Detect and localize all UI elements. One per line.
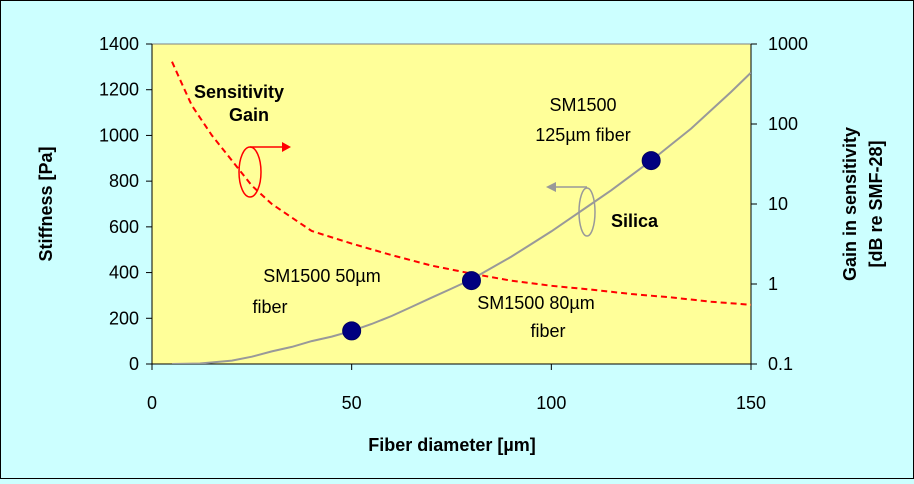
tick-marks	[146, 43, 757, 370]
silica-callout-ellipse	[578, 187, 596, 237]
marker-points	[342, 151, 661, 341]
gain-annotation-line2: Gain	[229, 105, 269, 125]
marker-125-label-line1: SM1500	[549, 95, 616, 115]
plot-background	[151, 43, 752, 365]
gain-annotation-line1: Sensitivity	[194, 82, 284, 102]
gain-callout	[238, 142, 291, 198]
x-tick-label: 150	[736, 393, 766, 413]
right-axis-title-line1: Gain in sensitivity	[840, 127, 860, 281]
y-left-tick-label: 1400	[99, 34, 139, 54]
marker-80-label-line2: fiber	[530, 321, 565, 341]
silica-callout-arrowhead	[546, 182, 556, 192]
y-right-tick-label: 1000	[768, 34, 808, 54]
y-right-tick-label: 100	[768, 114, 798, 134]
marker-125-label-line2: 125µm fiber	[535, 125, 630, 145]
y-left-tick-label: 600	[109, 217, 139, 237]
marker-80-label-line1: SM1500 80µm	[477, 293, 594, 313]
y-right-tick-label: 10	[768, 194, 788, 214]
gain-callout-arrowhead	[282, 142, 291, 152]
y-right-tick-label: 0.1	[768, 354, 793, 374]
series-sensitivity-gain-line	[171, 61, 751, 306]
marker-50-label-line2: fiber	[252, 297, 287, 317]
x-axis-title: Fiber diameter [µm]	[368, 435, 535, 455]
silica-callout	[546, 182, 596, 237]
silica-annotation: Silica	[611, 211, 659, 231]
y-left-tick-label: 0	[129, 354, 139, 374]
marker-50-label-line1: SM1500 50µm	[263, 266, 380, 286]
y-left-tick-label: 1200	[99, 80, 139, 100]
y-left-tick-label: 1000	[99, 125, 139, 145]
y-right-tick-label: 1	[768, 274, 778, 294]
marker-point	[461, 271, 481, 291]
right-axis-title-line2: [dB re SMF-28]	[866, 140, 886, 267]
y-left-tick-label: 400	[109, 263, 139, 283]
tick-labels: 0 50 100 150 0 200 400 600 800 1000 1200 1400 0.1 1 10…	[99, 34, 808, 413]
x-tick-label: 50	[342, 393, 362, 413]
y-left-tick-label: 200	[109, 308, 139, 328]
x-tick-label: 0	[147, 393, 157, 413]
marker-point	[342, 321, 362, 341]
marker-point	[641, 151, 661, 171]
left-axis-title: Stiffness [Pa]	[36, 146, 56, 261]
y-left-tick-label: 800	[109, 171, 139, 191]
x-tick-label: 100	[536, 393, 566, 413]
